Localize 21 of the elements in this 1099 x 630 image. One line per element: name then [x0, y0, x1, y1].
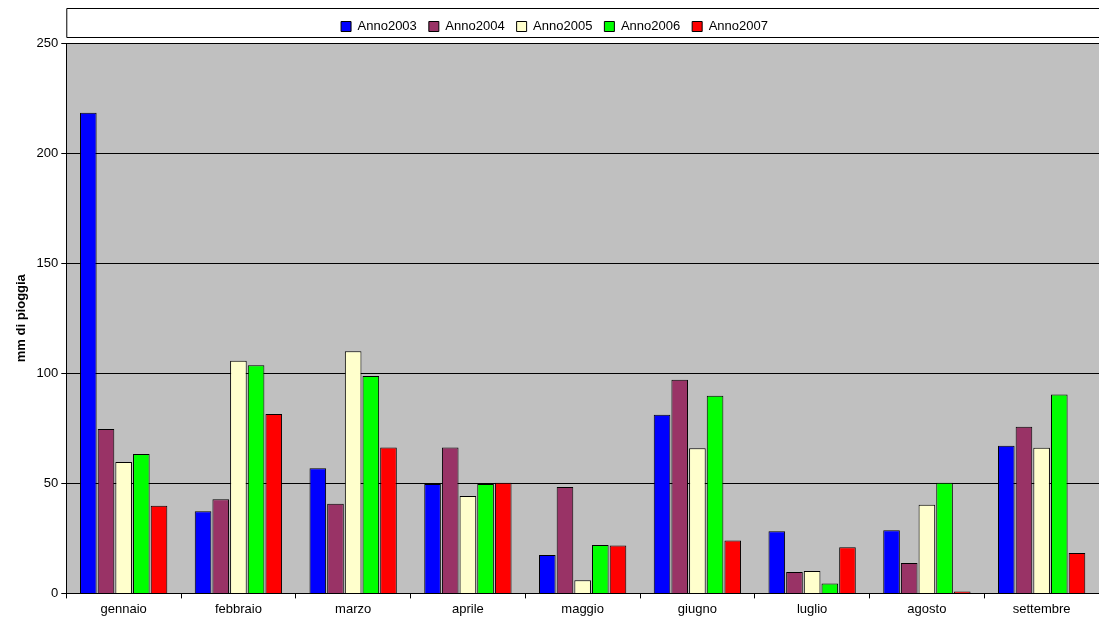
legend-label: Anno2005: [533, 18, 593, 34]
y-tick-label: 250: [36, 34, 59, 50]
legend-label: Anno2003: [357, 18, 417, 34]
x-tick-label: aprile: [452, 600, 484, 616]
y-tick-label: 200: [36, 144, 59, 160]
x-tick-label: gennaio: [100, 600, 147, 616]
legend-label: Anno2004: [445, 18, 505, 34]
x-tick-label: febbraio: [214, 600, 262, 616]
x-tick-label: maggio: [561, 600, 604, 616]
y-tick-label: 0: [51, 584, 59, 600]
y-axis-title: mm di pioggia: [13, 273, 29, 363]
y-tick-label: 150: [36, 254, 59, 270]
y-tick-label: 50: [43, 474, 59, 490]
y-tick-label: 100: [36, 364, 59, 380]
x-tick-label: luglio: [796, 600, 828, 616]
legend-label: Anno2006: [620, 18, 681, 34]
x-tick-label: giugno: [677, 600, 717, 616]
x-tick-label: marzo: [335, 600, 372, 616]
x-tick-label: settembre: [1012, 600, 1071, 616]
legend-label: Anno2007: [708, 18, 768, 34]
x-tick-label: agosto: [907, 600, 947, 616]
